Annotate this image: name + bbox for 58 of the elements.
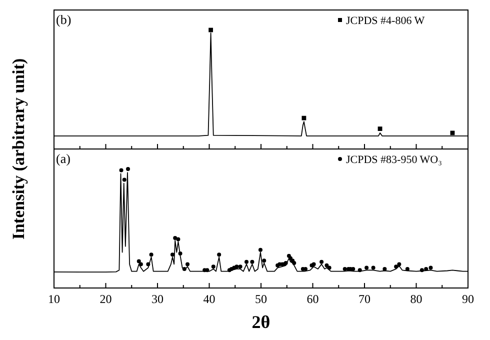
point: [351, 266, 356, 271]
point: [186, 262, 190, 266]
point: [382, 266, 387, 271]
point: [378, 126, 382, 131]
point: [358, 268, 362, 272]
legend-label: JCPDS #83-950 WO₃: [346, 154, 442, 166]
point: [182, 266, 186, 271]
x-tick-label: 80: [410, 292, 422, 306]
point: [302, 116, 306, 120]
point: [208, 28, 213, 32]
point: [122, 178, 126, 182]
point: [364, 266, 369, 270]
point: [320, 260, 324, 264]
point: [146, 262, 150, 266]
point: [119, 168, 124, 172]
point: [217, 252, 222, 257]
point: [450, 130, 455, 136]
point: [397, 262, 402, 266]
point: [327, 266, 332, 270]
point: [405, 266, 410, 271]
point: [342, 266, 347, 271]
point: [292, 261, 296, 266]
point: [394, 264, 398, 269]
point: [250, 260, 254, 264]
point: [238, 264, 242, 269]
point: [211, 264, 216, 269]
point: [234, 264, 239, 269]
point: [136, 259, 141, 264]
point: [176, 237, 180, 242]
point: [371, 266, 376, 270]
x-tick-label: 90: [462, 292, 474, 306]
point: [420, 268, 424, 272]
point: [424, 266, 428, 271]
x-tick-label: 20: [100, 292, 112, 306]
x-tick-label: 10: [48, 292, 60, 306]
point: [304, 266, 308, 271]
x-tick-label: 70: [358, 292, 370, 306]
point: [178, 251, 182, 256]
point: [428, 266, 433, 270]
legend-label: JCPDS #4-806 W: [346, 15, 426, 27]
point: [244, 260, 249, 264]
point: [149, 252, 154, 257]
x-tick-label: 60: [306, 292, 319, 306]
x-axis-title: 2θ: [252, 312, 270, 332]
text: (a): [56, 151, 70, 166]
point: [262, 258, 266, 263]
point: [324, 263, 329, 268]
point: [126, 167, 130, 171]
point: [138, 262, 143, 266]
point: [258, 248, 262, 252]
x-tick-label: 50: [255, 292, 267, 306]
point: [173, 236, 178, 240]
point: [205, 268, 210, 272]
x-tick-label: 30: [152, 292, 164, 306]
point: [170, 252, 175, 257]
y-axis-title: Intensity (arbitrary unit): [9, 58, 28, 240]
text: (b): [56, 12, 72, 27]
x-tick-label: 40: [203, 292, 216, 306]
